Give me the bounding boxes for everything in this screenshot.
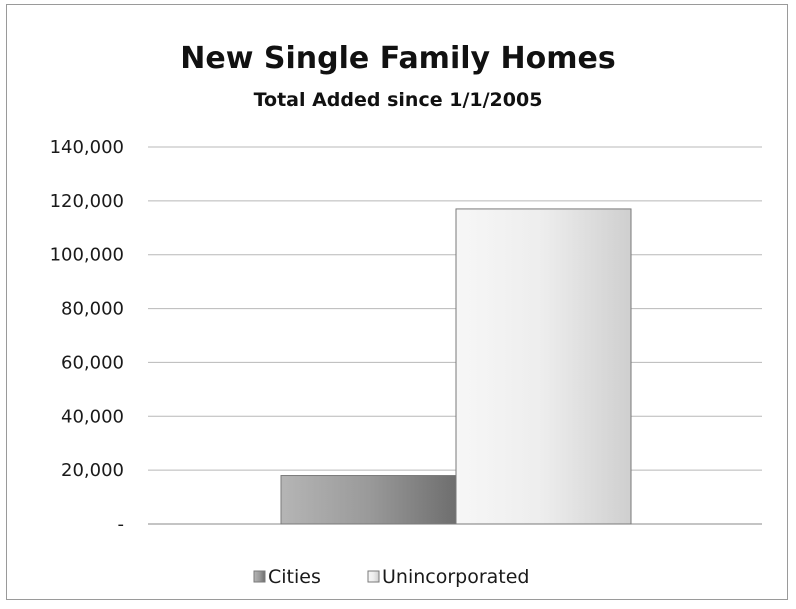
y-tick-label: 20,000 (61, 460, 124, 481)
gridlines (148, 146, 762, 525)
bars (280, 208, 632, 525)
legend-label-unincorporated: Unincorporated (382, 566, 530, 588)
chart-subtitle: Total Added since 1/1/2005 (254, 89, 543, 111)
y-tick-label: 140,000 (50, 137, 124, 158)
legend-swatch-cities (253, 570, 266, 583)
y-tick-label: - (118, 514, 125, 535)
bar-cities (280, 475, 457, 525)
legend-label-cities: Cities (268, 566, 321, 588)
y-tick-label: 100,000 (50, 245, 124, 266)
chart-title: New Single Family Homes (180, 41, 615, 76)
y-tick-label: 80,000 (61, 299, 124, 320)
y-tick-label: 120,000 (50, 191, 124, 212)
y-axis-tick-labels: - 20,000 40,000 60,000 80,000 100,000 120,000 1… (50, 137, 124, 535)
legend: Cities Unincorporated (253, 566, 530, 588)
bar-unincorporated (455, 208, 632, 525)
y-tick-label: 60,000 (61, 352, 124, 373)
y-tick-label: 40,000 (61, 406, 124, 427)
legend-swatch-unincorporated (367, 570, 380, 583)
